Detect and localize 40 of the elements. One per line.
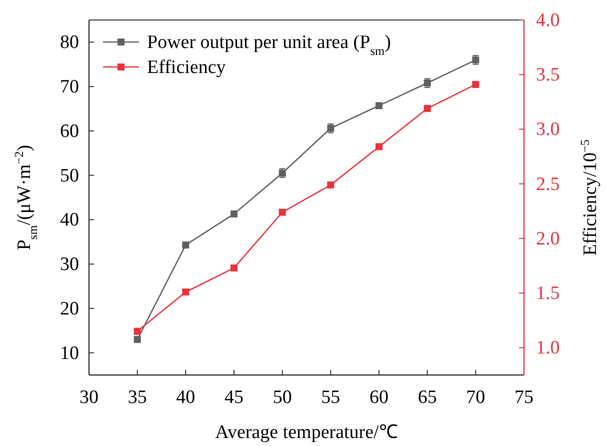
x-tick-label: 30	[80, 387, 98, 408]
legend-label: Power output per unit area (P$_{sm}$)	[147, 32, 391, 58]
y2-tick-label: 1.0	[536, 338, 560, 359]
x-tick-label: 65	[418, 387, 437, 408]
y-tick-label: 80	[60, 32, 79, 54]
y2-tick-label: 2.0	[536, 228, 560, 250]
y-tick-label: 30	[60, 254, 79, 276]
y-tick-label: 40	[60, 210, 79, 231]
point	[278, 208, 286, 216]
x-tick-label: 50	[272, 387, 292, 408]
y2-tick-label: 3.5	[536, 64, 560, 86]
point	[376, 102, 382, 110]
point	[230, 264, 238, 272]
legend-label: Efficiency	[147, 57, 226, 78]
y2-tick-label: 1.5	[536, 283, 560, 304]
y-tick-label: 20	[60, 298, 79, 320]
point	[182, 288, 190, 296]
y-tick-label: 70	[60, 76, 79, 98]
x-tick-label: 40	[176, 387, 196, 408]
point	[424, 104, 431, 112]
x-axis-title: Average temperature/℃	[215, 422, 398, 443]
x-tick-label: 55	[321, 387, 340, 408]
point	[182, 241, 190, 248]
point	[472, 80, 480, 88]
x-tick-label: 60	[370, 387, 388, 408]
point	[134, 336, 141, 343]
x-tick-label: 35	[128, 387, 147, 408]
y2-tick-label: 2.5	[536, 174, 560, 195]
y2-tick-label: 3.0	[536, 119, 560, 140]
x-tick-label: 70	[466, 387, 486, 408]
y-tick-label: 60	[60, 120, 79, 142]
point	[376, 143, 382, 150]
point	[230, 210, 238, 218]
x-tick-label: 75	[514, 387, 534, 408]
point	[327, 181, 334, 188]
x-tick-label: 45	[224, 387, 244, 408]
y-tick-label: 10	[60, 342, 79, 364]
y2-tick-label: 4.0	[536, 10, 560, 31]
y-tick-label: 50	[60, 165, 79, 186]
point	[134, 328, 141, 335]
